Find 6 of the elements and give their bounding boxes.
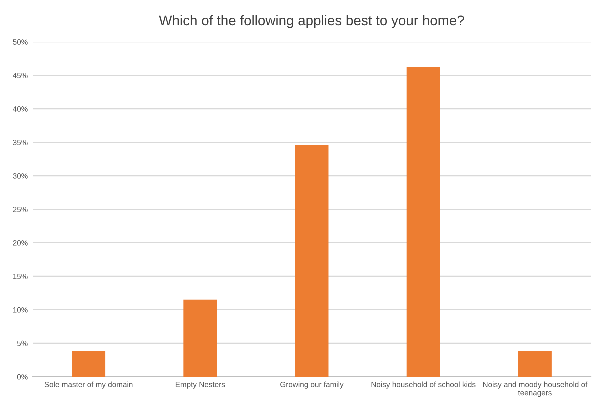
bar <box>72 351 106 377</box>
bar <box>295 145 329 377</box>
bar <box>518 351 552 377</box>
bar <box>184 300 218 377</box>
bar <box>406 68 440 377</box>
chart-title: Which of the following applies best to your home? <box>159 15 464 28</box>
